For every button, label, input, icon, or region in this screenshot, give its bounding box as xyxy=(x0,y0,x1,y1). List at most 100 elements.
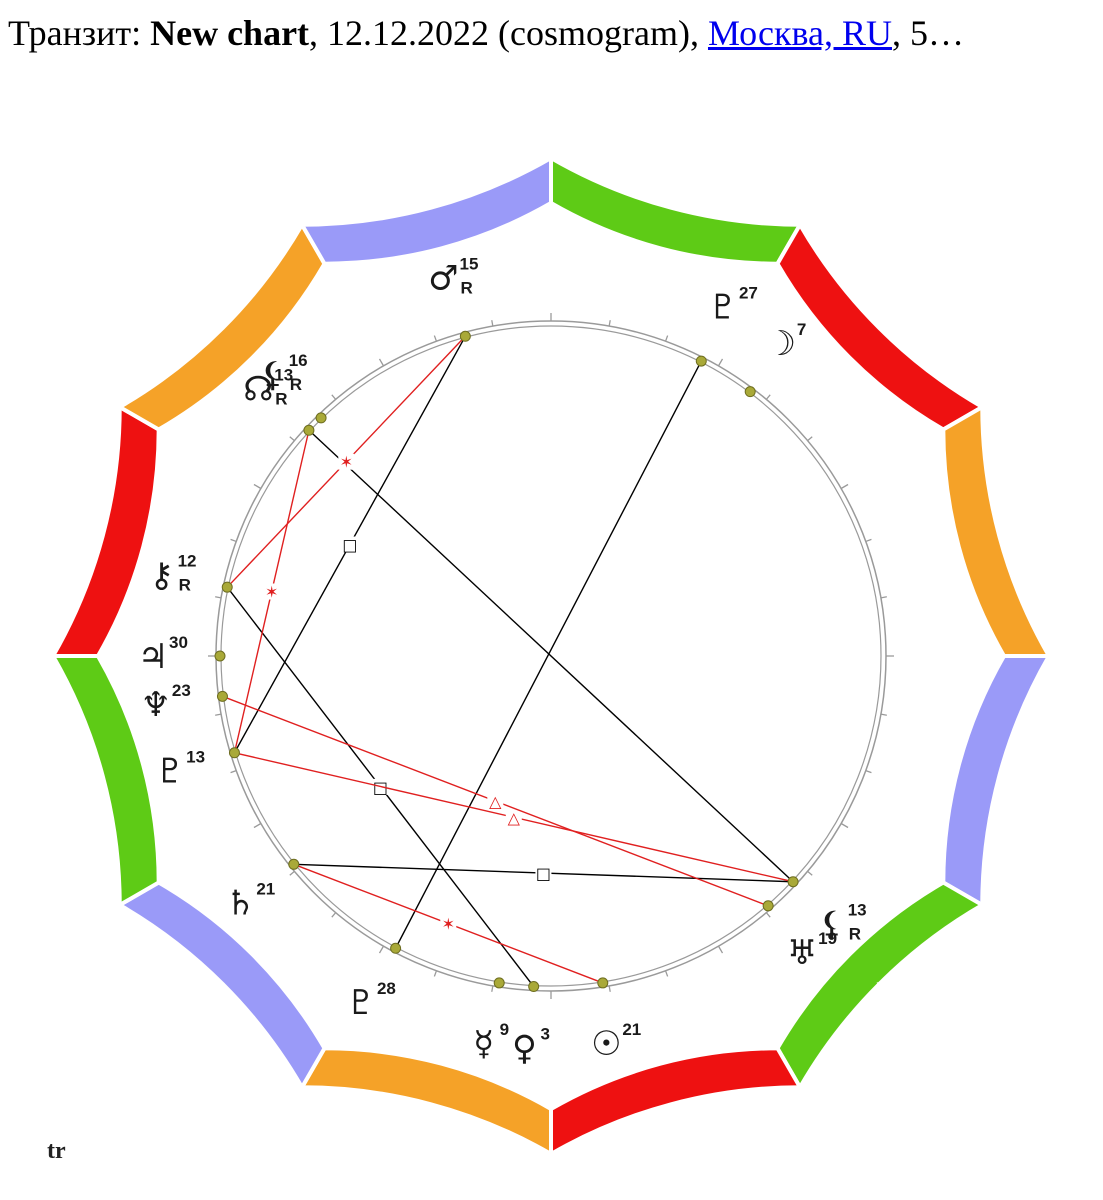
header-date-type: , 12.12.2022 (cosmogram), xyxy=(309,13,708,53)
aspect-symbol-bg xyxy=(487,793,504,810)
place-link[interactable]: Москва, RU xyxy=(707,13,892,53)
degree-tick xyxy=(215,596,222,599)
proserpina-degree: 27 xyxy=(739,284,758,303)
jupiter-degree: 30 xyxy=(169,633,188,652)
degree-tick xyxy=(807,436,813,442)
degree-tick xyxy=(289,436,295,442)
neptune-icon: ♆ xyxy=(141,685,171,725)
degree-tick xyxy=(289,870,295,876)
sun-position-dot xyxy=(597,977,609,989)
north-node-position-dot xyxy=(303,424,315,436)
degree-tick xyxy=(608,985,611,992)
planet-north-node: ☊ 13R xyxy=(243,366,315,436)
aspect-symbol-sextile: ✶ xyxy=(340,453,353,472)
sun-icon: ☉ xyxy=(591,1024,621,1064)
jupiter-icon: ♃ xyxy=(138,637,168,677)
neptune-position-dot xyxy=(216,690,228,702)
moon-icon: ☽ xyxy=(766,324,796,364)
saturn-position-dot xyxy=(288,858,300,870)
planet-points: ☉ 21☽ 7☿ 9 ♀ 3♂ 15R♃ 30♄ 21♅ 19♆ 23♇ 28☊ 13R⚷ 12R♇ 27♇… xyxy=(138,254,867,1068)
degree-tick xyxy=(331,394,337,400)
libra-icon: ♎ xyxy=(999,765,1022,795)
pluto-degree: 28 xyxy=(377,979,396,998)
degree-tick xyxy=(230,538,237,543)
aries-icon: ♈ xyxy=(80,519,103,549)
north-node-degree: 13 xyxy=(274,366,293,385)
header-prefix: Транзит: xyxy=(8,13,151,53)
transpluto-degree: 13 xyxy=(186,748,205,767)
planet-mars: ♂ 15 R xyxy=(428,254,478,342)
venus-position-dot xyxy=(528,981,540,993)
header-suffix: , 5… xyxy=(891,13,964,53)
taurus-icon: ♉ xyxy=(203,306,226,336)
degree-tick xyxy=(230,769,237,774)
selena-position-dot xyxy=(315,412,327,424)
aspect-symbol-square: □ xyxy=(536,864,551,883)
degree-tick xyxy=(215,713,222,716)
aspect-lines: □ □ □ ✶ △ △ ✶ ✶ xyxy=(222,335,794,987)
degree-tick xyxy=(717,945,724,954)
mars-retrograde-mark: R xyxy=(461,278,473,297)
capricorn-icon: ♑ xyxy=(416,1101,439,1131)
aspect-symbol-bg xyxy=(535,865,552,882)
aspect-symbol-bg xyxy=(440,915,457,932)
degree-tick xyxy=(491,320,494,327)
uranus-position-dot xyxy=(762,900,774,912)
planet-uranus: ♅ 19 xyxy=(762,900,837,973)
chiron-degree: 12 xyxy=(178,551,197,570)
planet-selena: ⚸ 16 R xyxy=(260,351,327,424)
planet-saturn: ♄ 21 xyxy=(225,858,300,924)
chart-name: New chart xyxy=(150,13,310,53)
degree-tick xyxy=(765,394,771,400)
degree-tick xyxy=(880,596,887,599)
aspect-line-opposition xyxy=(394,360,702,949)
scorpio-icon: ♏ xyxy=(876,978,899,1008)
degree-tick xyxy=(253,483,262,490)
degree-tick xyxy=(433,335,438,342)
planet-venus: ♀ 3 xyxy=(512,981,550,1068)
degree-tick xyxy=(378,358,385,367)
saturn-icon: ♄ xyxy=(225,884,255,924)
mars-position-dot xyxy=(459,330,471,342)
aquarius-icon: ♒ xyxy=(203,978,226,1008)
gemini-icon: ♊ xyxy=(416,183,439,213)
venus-degree: 3 xyxy=(540,1024,549,1043)
pisces-icon: ♓ xyxy=(80,765,103,795)
moon-position-dot xyxy=(744,386,756,398)
lilith-degree: 13 xyxy=(848,900,867,919)
venus-icon: ♀ xyxy=(512,1028,537,1068)
degree-tick xyxy=(664,970,669,977)
neptune-degree: 23 xyxy=(172,681,191,700)
jupiter-position-dot xyxy=(214,650,226,662)
degree-tick xyxy=(253,822,262,829)
saturn-degree: 21 xyxy=(256,880,275,899)
aspect-symbol-bg xyxy=(341,536,358,553)
pluto-position-dot xyxy=(390,942,402,954)
north-node-icon: ☊ xyxy=(243,370,273,410)
aspect-symbol-sextile: ✶ xyxy=(442,915,455,934)
sign-segment-virgo xyxy=(941,403,1053,658)
mercury-degree: 9 xyxy=(500,1020,509,1039)
degree-tick xyxy=(433,970,438,977)
aspect-symbol-sextile: ✶ xyxy=(265,583,278,602)
lilith-retrograde-mark: R xyxy=(849,924,861,943)
degree-tick xyxy=(865,769,872,774)
degree-tick xyxy=(865,538,872,543)
proserpina-position-dot xyxy=(695,355,707,367)
chiron-position-dot xyxy=(221,581,233,593)
proserpina-icon: ♇ xyxy=(708,288,738,328)
degree-tick xyxy=(807,870,813,876)
sign-segment-pisces xyxy=(49,654,161,909)
aspect-symbol-bg xyxy=(505,809,522,826)
sign-segment-libra xyxy=(941,654,1053,909)
leo-icon: ♌ xyxy=(876,306,899,336)
aspect-symbol-trine: △ xyxy=(489,792,502,811)
sun-degree: 21 xyxy=(622,1020,641,1039)
aspect-symbol-square: □ xyxy=(342,536,357,555)
degree-tick xyxy=(378,945,385,954)
degree-tick xyxy=(765,912,771,918)
planet-sun: ☉ 21 xyxy=(591,977,641,1064)
aspect-symbol-trine: △ xyxy=(508,808,521,827)
degree-tick xyxy=(840,483,849,490)
